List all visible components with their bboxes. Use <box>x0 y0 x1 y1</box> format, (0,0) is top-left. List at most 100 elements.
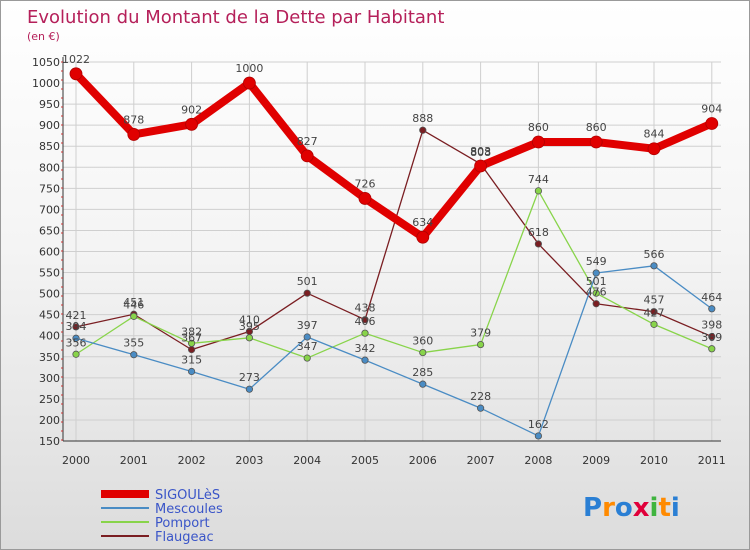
data-point <box>361 356 369 364</box>
grid <box>63 61 721 442</box>
y-tick-label: 400 <box>39 330 60 343</box>
data-point <box>589 135 603 149</box>
y-tick-label: 850 <box>39 140 60 153</box>
data-label: 421 <box>66 309 87 322</box>
data-point <box>188 346 196 354</box>
x-tick-label: 2001 <box>120 454 148 467</box>
series-line-3 <box>75 129 713 351</box>
data-point <box>188 339 196 347</box>
data-label: 808 <box>470 146 491 159</box>
data-point <box>303 289 311 297</box>
brand-logo: Proxiti <box>583 493 680 523</box>
axes: 150 200 250 300 350 400 450 500 550 600 650 700 750 8… <box>32 56 726 467</box>
data-point <box>130 312 138 320</box>
data-label: 356 <box>66 336 87 349</box>
data-point <box>419 380 427 388</box>
data-label: 888 <box>412 112 433 125</box>
data-label: 476 <box>586 286 607 299</box>
y-tick-label: 600 <box>39 246 60 259</box>
data-label: 827 <box>297 135 318 148</box>
data-label: 464 <box>701 291 722 304</box>
brand-letter: i <box>671 493 680 523</box>
data-point <box>242 76 256 90</box>
legend-label: Pomport <box>155 516 210 531</box>
data-label: 501 <box>586 275 607 288</box>
data-label: 860 <box>586 121 607 134</box>
data-label: 379 <box>470 327 491 340</box>
brand-letter: o <box>615 493 633 523</box>
data-label: 634 <box>412 216 433 229</box>
y-tick-label: 300 <box>39 372 60 385</box>
data-label: 902 <box>181 103 202 116</box>
data-point <box>72 350 80 358</box>
data-point <box>476 404 485 412</box>
x-tick-label: 2007 <box>467 454 495 467</box>
data-label: 228 <box>470 390 491 403</box>
y-tick-label: 1000 <box>32 77 60 90</box>
data-label: 803 <box>470 145 491 158</box>
data-label: 501 <box>297 275 318 288</box>
data-label: 382 <box>181 325 202 338</box>
data-label: 273 <box>239 371 260 384</box>
y-tick-label: 800 <box>39 161 60 174</box>
x-tick-label: 2008 <box>524 454 552 467</box>
y-tick-label: 900 <box>39 119 60 132</box>
series-group <box>69 67 719 440</box>
y-tick-label: 650 <box>39 224 60 237</box>
data-point <box>185 117 199 131</box>
series-line-1 <box>75 265 713 437</box>
data-point <box>708 332 716 341</box>
data-label: 566 <box>644 248 665 261</box>
data-labels: 421 451 367 410 501 438 888 808 618 476 457 398 356 4… <box>62 53 722 431</box>
data-label: 618 <box>528 226 549 239</box>
x-tick-label: 2000 <box>62 454 90 467</box>
brand-logo-text: Proxiti <box>583 493 680 523</box>
data-point <box>303 354 311 362</box>
data-point <box>705 117 719 130</box>
data-label: 410 <box>239 314 260 327</box>
y-tick-label: 200 <box>39 414 60 427</box>
data-point <box>708 305 716 313</box>
data-point <box>532 135 545 149</box>
data-point <box>592 289 600 297</box>
x-tick-label: 2005 <box>351 454 379 467</box>
x-tick-label: 2011 <box>698 454 726 467</box>
chart-subtitle: (en €) <box>27 30 60 43</box>
x-tick-label: 2009 <box>582 454 610 467</box>
data-label: 844 <box>644 128 665 141</box>
y-tick-label: 750 <box>39 182 60 195</box>
data-point <box>303 333 311 341</box>
data-point <box>650 308 658 316</box>
data-label: 395 <box>239 320 260 333</box>
data-label: 360 <box>412 335 433 348</box>
data-point <box>416 230 430 244</box>
brand-letter: P <box>583 493 602 523</box>
legend-label: Mescoules <box>155 502 223 517</box>
data-point <box>534 240 543 248</box>
y-tick-label: 550 <box>39 267 60 280</box>
data-label: 726 <box>355 177 376 190</box>
data-point <box>592 300 600 308</box>
x-tick-label: 2006 <box>409 454 437 467</box>
data-point <box>245 385 253 393</box>
x-tick-label: 2003 <box>235 454 263 467</box>
data-label: 438 <box>355 302 376 315</box>
data-point <box>245 334 253 342</box>
legend-label: SIGOULèS <box>155 488 220 503</box>
data-label: 285 <box>412 366 433 379</box>
data-label: 162 <box>528 418 549 431</box>
data-point <box>72 323 80 331</box>
data-point <box>647 142 661 156</box>
data-label: 369 <box>701 331 722 344</box>
data-point <box>534 187 543 195</box>
data-label: 398 <box>701 319 722 332</box>
series-line-0 <box>72 69 716 242</box>
legend-label: Flaugeac <box>155 530 214 545</box>
y-tick-label: 500 <box>39 288 60 301</box>
data-point <box>476 340 485 349</box>
data-label: 878 <box>123 113 144 126</box>
data-point <box>708 345 716 353</box>
data-label: 347 <box>297 340 318 353</box>
